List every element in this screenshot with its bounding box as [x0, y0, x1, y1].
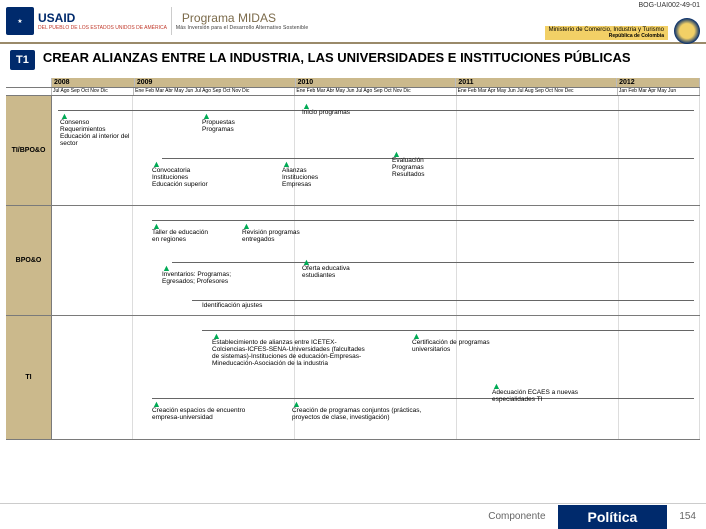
milestone: ▲Certificación de programas universitari…	[412, 334, 522, 353]
month-cell: Jan Feb Mar Apr May Jun	[618, 88, 700, 95]
content-row-1: ▲Consenso Requerimientos Educación al in…	[52, 96, 700, 206]
content-row-3: ▲Establecimiento de alianzas entre ICETE…	[52, 316, 700, 440]
usaid-sublabel: DEL PUEBLO DE LOS ESTADOS UNIDOS DE AMÉR…	[38, 25, 167, 31]
page-title: CREAR ALIANZAS ENTRE LA INDUSTRIA, LAS U…	[43, 50, 631, 66]
month-cell: Jul Ago Sep Oct Nov Dic	[52, 88, 134, 95]
milestone: ▲Inicio programas	[302, 104, 382, 116]
timeline-line	[152, 398, 694, 399]
milestone: ▲Adecuación ECAES a nuevas especialidade…	[492, 384, 602, 403]
politica-badge: Política	[558, 505, 668, 529]
year-cell: 2012	[617, 78, 700, 87]
colombia-shield-icon	[674, 18, 700, 44]
section-badge: T1	[10, 50, 35, 70]
timeline-line	[202, 330, 694, 331]
row-label: BPO&O	[6, 206, 52, 316]
milestone: ▲Creación de programas conjuntos (prácti…	[292, 402, 422, 421]
timeline-line	[192, 300, 694, 301]
year-cell: 2010	[296, 78, 457, 87]
row-label: TI	[6, 316, 52, 440]
grid: TI/BPO&O BPO&O TI ▲Consenso Requerimient…	[6, 96, 700, 440]
milestone: ▲Inventarios: Programas; Egresados; Prof…	[162, 266, 254, 285]
milestone: ▲Evaluación Programas Resultados	[392, 152, 452, 178]
month-cell: Ene Feb Mar Abr May Jun Jul Ago Sep Oct …	[295, 88, 456, 95]
row-label: TI/BPO&O	[6, 96, 52, 206]
milestone: ▲Propuestas Programas	[202, 114, 262, 133]
title-row: T1 CREAR ALIANZAS ENTRE LA INDUSTRIA, LA…	[0, 44, 706, 78]
programa-label: Programa MIDAS	[182, 11, 308, 25]
milestone: ▲Alianzas Instituciones Empresas	[282, 162, 342, 188]
usaid-label: USAID	[38, 11, 167, 25]
timeline-line	[172, 262, 694, 263]
ministerio-line2: República de Colombia	[549, 34, 664, 40]
programa-block: Programa MIDAS Más Inversión para el Des…	[176, 11, 308, 31]
programa-sublabel: Más Inversión para el Desarrollo Alterna…	[176, 25, 308, 31]
month-cell: Ene Feb Mar Abr May Jun Jul Ago Sep Oct …	[134, 88, 295, 95]
milestone: ▲Creación espacios de encuentro empresa-…	[152, 402, 252, 421]
month-cell: Ene Feb Mar Apr May Jun Jul Aug Sep Oct …	[457, 88, 618, 95]
milestone: ▲Consenso Requerimientos Educación al in…	[60, 114, 132, 147]
milestone: Identificación ajustes	[202, 302, 292, 309]
divider	[171, 7, 172, 35]
timeline-line	[152, 220, 694, 221]
componente-label: Componente	[488, 511, 545, 522]
years-row: 2008 2009 2010 2011 2012	[6, 78, 700, 88]
year-cell: 2011	[456, 78, 617, 87]
timeline: 2008 2009 2010 2011 2012 Jul Ago Sep Oct…	[0, 78, 706, 440]
footer: Componente Política 154	[0, 503, 706, 529]
ministerio-tag: Ministerio de Comercio, Industria y Turi…	[545, 26, 668, 40]
milestone: ▲Revisión programas entregados	[242, 224, 314, 243]
milestone: ▲Taller de educación en regiones	[152, 224, 214, 243]
milestone: ▲Oferta educativa estudiantes	[302, 260, 372, 279]
milestone: ▲Convocatoria Instituciones Educación su…	[152, 162, 218, 188]
usaid-shield-icon: ★	[6, 7, 34, 35]
year-cell: 2008	[52, 78, 135, 87]
page-number: 154	[679, 511, 696, 522]
content-row-2: ▲Taller de educación en regiones ▲Revisi…	[52, 206, 700, 316]
header-bar: BOG-UAI002-49-01 ★ USAID DEL PUEBLO DE L…	[0, 0, 706, 44]
content-area: ▲Consenso Requerimientos Educación al in…	[52, 96, 700, 440]
months-row: Jul Ago Sep Oct Nov Dic Ene Feb Mar Abr …	[6, 88, 700, 96]
milestone: ▲Establecimiento de alianzas entre ICETE…	[212, 334, 372, 367]
document-id: BOG-UAI002-49-01	[639, 2, 700, 9]
year-cell: 2009	[135, 78, 296, 87]
row-labels: TI/BPO&O BPO&O TI	[6, 96, 52, 440]
usaid-logo: ★ USAID DEL PUEBLO DE LOS ESTADOS UNIDOS…	[6, 7, 167, 35]
